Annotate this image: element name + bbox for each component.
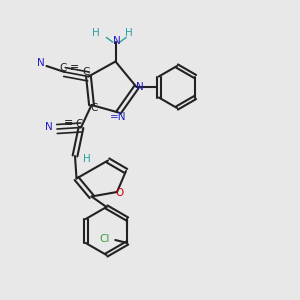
- Text: C: C: [82, 67, 90, 77]
- Text: N: N: [113, 35, 121, 46]
- Text: N: N: [136, 82, 143, 92]
- Text: O: O: [116, 188, 124, 199]
- Text: C: C: [76, 119, 83, 129]
- Text: Cl: Cl: [100, 233, 110, 244]
- Text: C: C: [59, 63, 67, 74]
- Text: ≡: ≡: [64, 118, 73, 128]
- Text: H: H: [125, 28, 133, 38]
- Text: ≡: ≡: [70, 63, 80, 73]
- Text: H: H: [82, 154, 90, 164]
- Text: C: C: [91, 103, 98, 113]
- Text: N: N: [45, 122, 53, 132]
- Text: =N: =N: [110, 112, 127, 122]
- Text: N: N: [37, 58, 45, 68]
- Text: H: H: [92, 28, 100, 38]
